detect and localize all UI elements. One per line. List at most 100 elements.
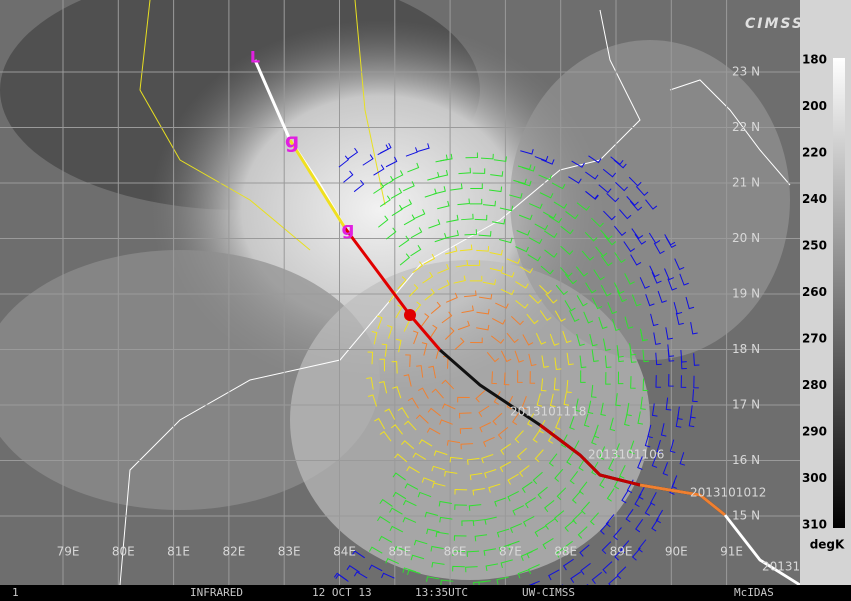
wind-barb [347,147,359,160]
wind-barb [488,483,501,493]
wind-barb [598,184,612,194]
latitude-label: 23 N [732,65,760,79]
storm-symbol: L [250,48,260,67]
wind-barb [453,535,467,541]
longitude-label: 79E [57,545,80,559]
latitude-label: 15 N [732,509,760,523]
wind-barb [620,540,630,554]
wind-barb [565,211,579,220]
wind-barb [499,205,514,212]
wind-barb [490,171,504,177]
wind-barb [693,353,700,366]
wind-barb [649,265,660,278]
wind-barb [381,343,388,357]
wind-barb [613,159,627,169]
wind-barb [454,488,468,495]
frame-number: 1 [12,586,19,599]
wind-barb [492,412,503,426]
wind-barb [461,305,474,314]
wind-barb [441,403,456,410]
colorbar-tick-label: 310 [802,518,827,532]
wind-barb [405,147,418,157]
wind-barb [389,507,403,515]
wind-barb [664,268,675,281]
wind-barb [519,465,530,478]
longitude-label: 82E [222,545,245,559]
wind-barb [554,310,566,322]
wind-barb [591,431,597,446]
wind-barb [568,176,582,184]
wind-barb [600,284,612,297]
wind-barb [426,528,440,535]
wind-barb [482,436,495,447]
wind-barb [570,571,582,583]
wind-barb [457,198,470,206]
wind-barb [489,249,503,256]
wind-barb [390,187,403,199]
wind-barb [623,241,635,253]
wind-barb [412,452,427,460]
wind-barb [655,352,662,366]
wind-barb [417,491,432,498]
wind-barb [497,426,509,440]
wind-barb [679,273,689,286]
wind-barb [555,416,561,430]
colorbar-tick-label: 180 [802,53,827,67]
wind-barb [421,342,428,356]
latitude-label: 18 N [732,342,760,356]
wind-barb [669,481,676,495]
wind-barb [426,427,441,435]
wind-barb [455,259,469,268]
wind-barb [564,274,578,285]
wind-barb [624,273,635,285]
wind-barb [406,465,420,474]
wind-barb [418,439,433,447]
wind-barb [506,395,514,410]
wind-barb [368,546,383,554]
wind-barb [437,200,450,210]
wind-barb [566,352,574,366]
wind-barb [614,252,626,264]
wind-barb [639,277,650,289]
wind-barb [391,170,404,181]
wind-barb [556,487,567,501]
colorbar-unit: degK [810,538,845,552]
cloud [290,260,650,580]
wind-barb [500,443,512,455]
wind-barb [343,170,354,183]
wind-barb [665,327,673,340]
wind-barb [579,355,587,369]
colorbar-tick-label: 300 [802,471,827,485]
wind-barb [461,520,474,527]
latitude-label: 19 N [732,287,760,301]
wind-barb [637,411,644,425]
wind-barb [338,155,350,168]
wind-barb [605,372,611,385]
wind-barb [401,440,415,450]
wind-barb [534,449,544,463]
colorbar-tick-label: 290 [802,425,827,439]
longitude-label: 80E [112,545,135,559]
wind-barb [650,313,659,327]
wind-barb [366,377,374,390]
wind-barb [472,488,485,496]
wind-barb [468,504,482,511]
colorbar-tick-label: 280 [802,378,827,392]
wind-barb [516,447,527,461]
wind-barb [591,297,603,310]
wind-barb [571,160,585,168]
wind-barb [514,430,524,444]
wind-barb [578,481,588,495]
wind-barb [404,483,419,490]
wind-barb [378,215,389,228]
wind-barb [422,272,434,284]
wind-barb [475,390,486,403]
colorbar-tick-label: 250 [802,239,827,253]
wind-barb [430,301,442,315]
wind-barb [612,318,621,331]
wind-barb [688,413,695,428]
wind-barb [474,534,488,542]
wind-barb [421,313,430,327]
wind-barb [635,518,644,533]
track-label: 2013101118 [510,405,586,419]
